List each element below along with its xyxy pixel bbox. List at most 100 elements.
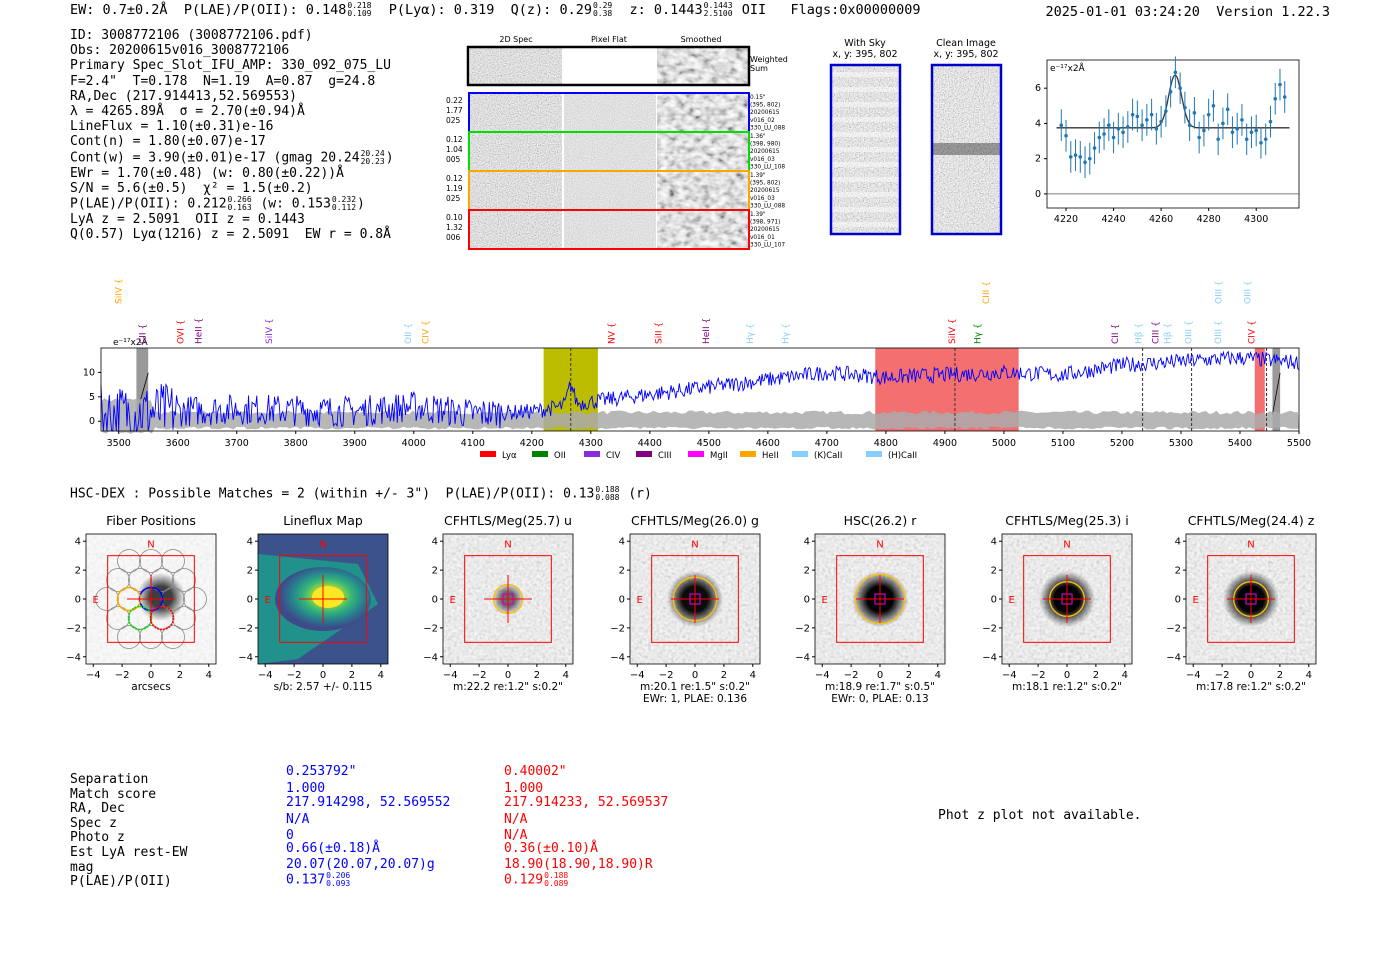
image-panel-north: N — [876, 540, 883, 551]
cutout-row-right-label: 20200615 — [750, 188, 780, 194]
cutout-row-left-label: 1.77 — [446, 106, 463, 115]
fit-y-tick-label: 6 — [1035, 83, 1041, 94]
header-qz: Q(z): 0.29 — [510, 2, 592, 18]
header-plae: P(LAE)/P(OII): 0.148 — [183, 2, 347, 18]
spectrum-x-tick-label: 5000 — [992, 438, 1016, 449]
cutout-row-right-label: (395, 802) — [750, 103, 780, 109]
image-x-tick-label: 4 — [563, 670, 569, 681]
cutout-row-right-label: v016_01 — [750, 235, 775, 241]
image-x-tick-label: −4 — [1186, 670, 1201, 681]
sky-line-band — [832, 207, 899, 212]
cutout-row-right-label: 0.15" — [750, 95, 766, 101]
info-lineflux: LineFlux = 1.10(±0.31)e-16 — [70, 119, 274, 135]
image-panel-north: N — [504, 540, 511, 551]
spectrum-line-marker: Hγ { — [973, 323, 983, 344]
image-x-tick-label: 2 — [534, 670, 540, 681]
spectrum-masked-band — [136, 348, 149, 431]
info-id: ID: 3008772106 (3008772106.pdf) — [70, 28, 313, 43]
fiber-circle — [117, 549, 141, 573]
fiber-circle — [117, 625, 141, 649]
weighted-smoothed — [657, 48, 748, 84]
image-panel-box — [279, 555, 367, 643]
spectrum-legend-label: Lyα — [502, 451, 517, 461]
cutout-flat — [564, 172, 656, 209]
table-red-value: 18.90(18.90,18.90)R — [504, 856, 653, 872]
header-plya: P(Lyα): 0.319 — [388, 2, 495, 18]
spectrum-line-marker: CII { — [138, 324, 148, 344]
table-blue-plae-range: 0.206 0.093 — [326, 872, 350, 888]
table-blue-value: 0.137 0.206 0.093 — [286, 872, 351, 888]
fit-data-point — [1263, 137, 1268, 142]
fit-data-point — [1211, 104, 1216, 108]
fiber-quaternary — [149, 605, 175, 631]
spectra-cutouts: 2D Spec Pixel Flat Smoothed Weighted Sum… — [446, 35, 788, 250]
table-red-value: N/A — [504, 811, 528, 827]
spectrum-line-marker: OIII { — [1214, 320, 1224, 344]
image-panel: CFHTLS/Meg(25.7) uNE−4−4−2−2002244m:22.2… — [423, 513, 574, 693]
with-sky-image — [832, 66, 899, 233]
cutout-flat — [564, 133, 656, 170]
hsc-dex-suffix: (r) — [628, 486, 652, 502]
table-label: RA, Dec — [70, 801, 125, 817]
image-x-tick-label: 0 — [148, 670, 154, 681]
image-x-tick-label: 0 — [320, 670, 326, 681]
header-z-hi: 0.1443 — [703, 1, 733, 10]
image-y-tick-label: 4 — [432, 537, 438, 548]
image-x-tick-label: 4 — [378, 670, 384, 681]
header-z-line: OII — [741, 2, 767, 18]
fit-data-point — [1083, 160, 1087, 164]
cutout-row-right-label: 20200615 — [750, 110, 780, 116]
table-red-value: 0.40002" — [504, 764, 567, 779]
detection-info: ID: 3008772106 (3008772106.pdf) Obs: 202… — [70, 28, 394, 242]
header-qz-hi: 0.29 — [592, 1, 613, 10]
image-x-tick-label: 0 — [1064, 670, 1070, 681]
info-q: Q(0.57) Lyα(1216) z = 2.5091 EW r = 0.8Å — [70, 227, 391, 243]
hsc-dex-line: HSC-DEX : Possible Matches = 2 (within +… — [70, 486, 652, 502]
fiber-circle — [183, 587, 207, 611]
weighted-frame — [466, 45, 751, 87]
fit-data-point — [1135, 114, 1140, 119]
header-plae-lo: 0.109 — [347, 9, 372, 18]
image-panel-title: CFHTLS/Meg(26.0) g — [631, 513, 759, 528]
spectrum-x-tick-label: 4300 — [579, 438, 603, 449]
info-ewr: EWr = 1.70(±0.48) (w: 0.80(±0.22))Å — [70, 165, 344, 181]
cutout-row-left-label: 0.12 — [446, 135, 463, 144]
image-y-tick-label: −2 — [1166, 623, 1181, 634]
image-panel-east: E — [822, 595, 828, 606]
cutout-row-left-label: 005 — [446, 155, 461, 164]
header-qz-range: 0.29 0.38 — [593, 2, 612, 18]
spectrum-line-marker: Hβ { — [1134, 323, 1144, 344]
spectrum-x-tick-label: 3700 — [225, 438, 249, 449]
image-x-tick-label: −2 — [659, 670, 674, 681]
cutout-row-left-label: 1.32 — [446, 223, 463, 232]
image-y-tick-label: −4 — [423, 652, 438, 663]
full-spectrum-chart: 3500 3600 3700 3800 3900 4000 4100 4200 4300 4400… — [83, 278, 1311, 461]
fit-data-point — [1107, 123, 1111, 127]
image-panel-east: E — [1009, 595, 1015, 606]
spectrum-x-tick-label: 3600 — [166, 438, 190, 449]
image-x-tick-label: 0 — [877, 670, 883, 681]
fit-x-tick-label: 4220 — [1054, 214, 1078, 225]
table-red-plae-lo: 0.089 — [544, 879, 569, 889]
clean-title: Clean Image — [936, 38, 996, 49]
info-obs: Obs: 20200615v016_3008772106 — [70, 43, 290, 59]
fiber-circle — [172, 606, 196, 630]
fit-x-tick-label: 4240 — [1101, 214, 1125, 225]
spectrum-legend-swatch — [584, 451, 600, 457]
image-x-tick-label: −4 — [86, 670, 101, 681]
image-y-tick-label: −4 — [795, 652, 810, 663]
image-y-tick-label: 2 — [991, 566, 997, 577]
fit-y-tick-label: 2 — [1035, 154, 1041, 165]
image-panel-box — [651, 555, 739, 643]
spectrum-x-tick-label: 4000 — [402, 438, 426, 449]
spectrum-highlight-band — [1254, 348, 1265, 431]
spectrum-line-marker: CIII { — [982, 281, 992, 304]
image-y-tick-label: 4 — [804, 537, 810, 548]
fit-data-point — [1111, 135, 1116, 140]
image-x-tick-label: 0 — [505, 670, 511, 681]
image-x-tick-label: 2 — [1093, 670, 1099, 681]
cutout-2dspec — [470, 172, 562, 209]
info-lyaz: LyA z = 2.5091 OII z = 0.1443 — [70, 212, 305, 228]
